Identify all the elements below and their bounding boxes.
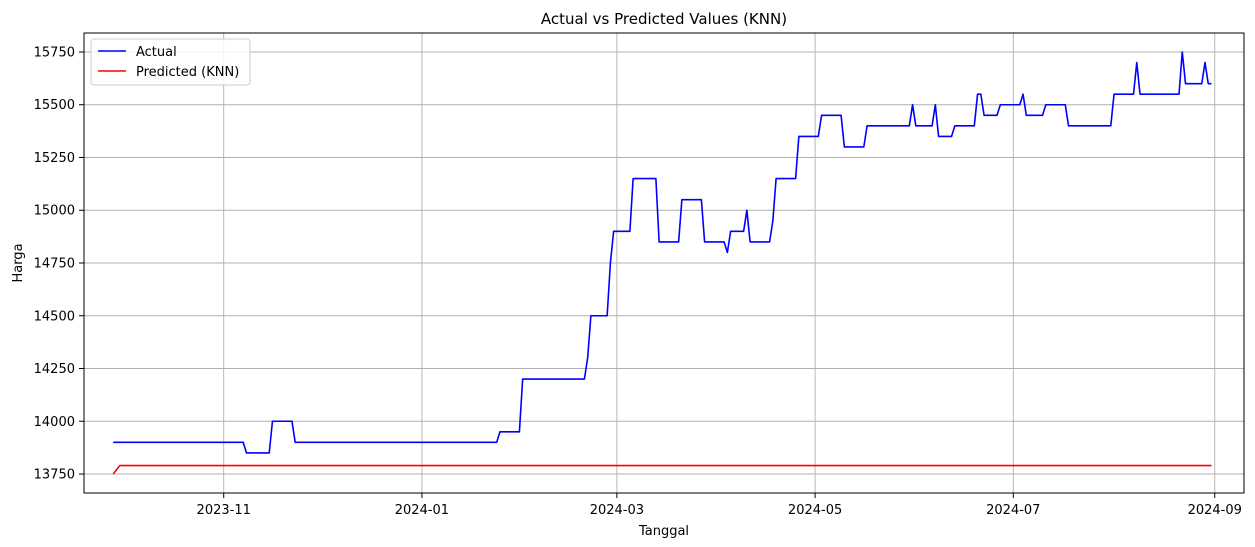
x-axis-label: Tanggal [638, 524, 689, 539]
series-line-predicted [112, 464, 1212, 475]
x-tick-label: 2024-01 [395, 503, 449, 518]
legend-box [90, 38, 251, 86]
legend-label-actual: Actual [136, 45, 177, 60]
x-tick-label: 2024-07 [986, 503, 1040, 518]
y-tick-label: 15250 [34, 151, 75, 166]
y-tick-label: 15750 [34, 45, 75, 60]
y-tick-label: 13750 [34, 468, 75, 483]
x-tick-label: 2024-05 [788, 503, 842, 518]
y-tick-label: 14250 [34, 362, 75, 377]
x-tick-label: 2023-11 [197, 503, 251, 518]
series-line-actual [113, 51, 1212, 454]
y-tick-label: 14500 [34, 309, 75, 324]
legend-label-predicted: Predicted (KNN) [136, 65, 239, 80]
x-tick-label: 2024-03 [590, 503, 644, 518]
y-tick-label: 15000 [34, 204, 75, 219]
plot-frame [83, 32, 1245, 494]
x-tick-label: 2024-09 [1188, 503, 1242, 518]
y-tick-label: 14000 [34, 415, 75, 430]
tick-layer: 2023-11 2024-01 2024-03 2024-05 2024-07 2024-… [34, 45, 1242, 518]
legend: Actual Predicted (KNN) [90, 38, 251, 86]
series-layer [112, 51, 1212, 475]
y-tick-label: 15500 [34, 98, 75, 113]
y-tick-label: 14750 [34, 257, 75, 272]
chart-title: Actual vs Predicted Values (KNN) [541, 10, 787, 28]
y-axis-label: Harga [11, 243, 26, 282]
